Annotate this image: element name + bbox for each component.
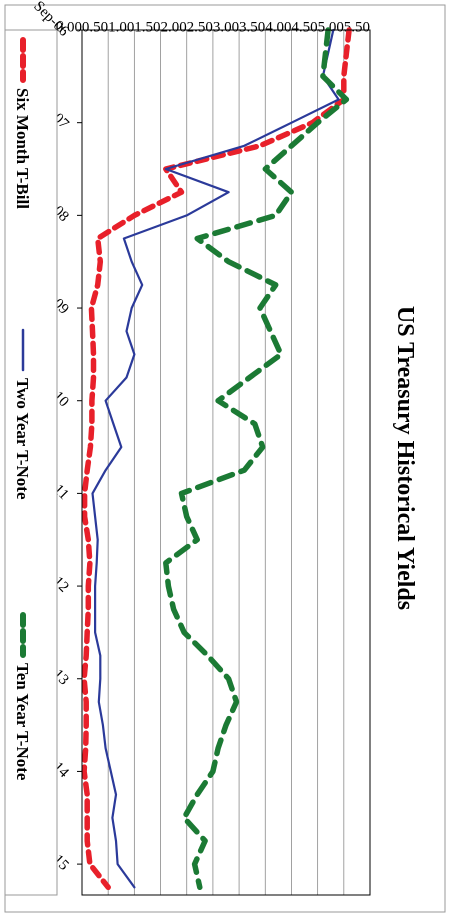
legend-label: Six Month T-Bill	[13, 88, 32, 209]
legend-label: Two Year T-Note	[13, 378, 32, 500]
y-tick-label: 0.50	[82, 19, 108, 35]
y-tick-label: 3.50	[239, 19, 265, 35]
chart-title: US Treasury Historical Yields	[392, 306, 418, 610]
y-tick-label: 1.50	[134, 19, 160, 35]
y-tick-label: 5.00	[318, 19, 344, 35]
legend: Six Month T-Bill Two Year T-Note Ten Year …	[4, 29, 58, 896]
series-line-3	[163, 27, 350, 891]
y-tick-label: 2.00	[160, 19, 186, 35]
legend-box	[4, 29, 58, 896]
y-tick-labels: 0.00 0.50 1.00 1.50 2.00 2.50 3.00 3.50 4.00 4.50…	[56, 19, 370, 35]
outer-frame	[4, 4, 446, 913]
legend-label: Ten Year T-Note	[13, 663, 32, 781]
y-tick-label: 3.00	[213, 19, 239, 35]
series-line-1	[81, 27, 352, 891]
y-tick-label: 4.50	[291, 19, 317, 35]
plot-frame	[81, 29, 371, 896]
y-tick-label: 0.00	[56, 19, 82, 35]
y-tick-label: 4.00	[265, 19, 291, 35]
series-line-2	[91, 28, 340, 889]
y-tick-label: 1.00	[108, 19, 134, 35]
series-lines	[81, 27, 352, 891]
y-tick-label: 2.50	[187, 19, 213, 35]
